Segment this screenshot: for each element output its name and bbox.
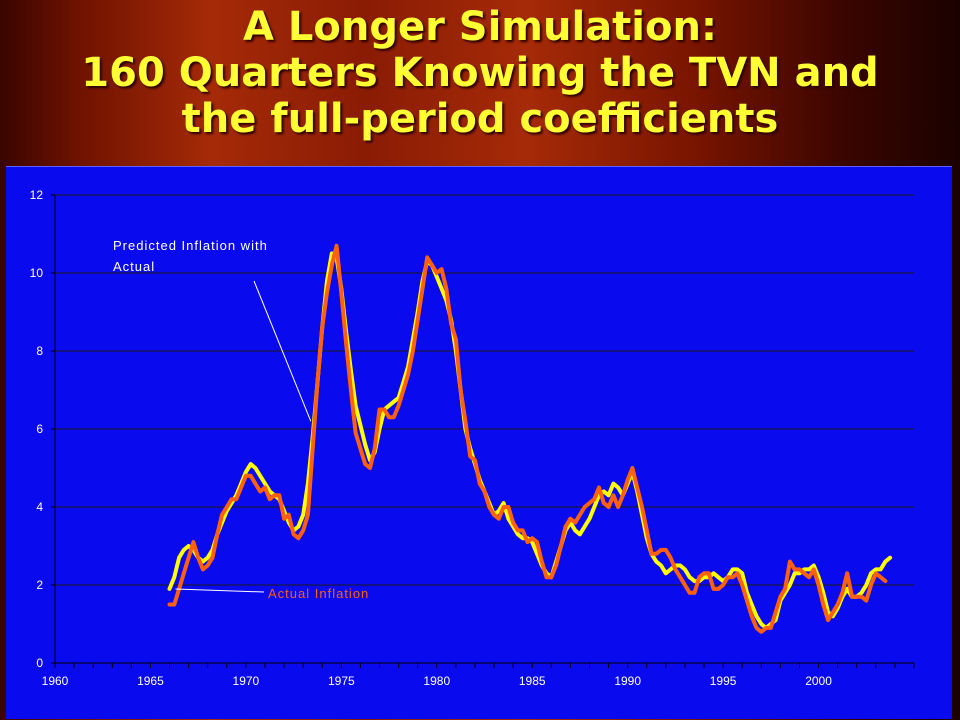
series-line-predicted — [167, 251, 893, 630]
y-axis-ticks: 0 2 4 6 8 10 12 — [30, 188, 55, 670]
predicted-annotation-label: Predicted Inflation with Actual — [113, 238, 268, 274]
predicted-annotation-leader — [253, 280, 312, 422]
x-tick-label: 1970 — [233, 674, 260, 688]
x-tick-label: 1985 — [519, 674, 546, 688]
y-tick-label: 8 — [36, 344, 43, 358]
x-tick-label: 1975 — [328, 674, 355, 688]
chart-annotations: Predicted Inflation with Actual Actual Inf… — [113, 238, 369, 601]
actual-annotation-leader — [175, 588, 265, 593]
slide-title: A Longer Simulation: 160 Quarters Knowin… — [0, 4, 960, 142]
y-tick-label: 10 — [30, 266, 44, 280]
y-tick-label: 4 — [36, 500, 43, 514]
inflation-line-chart: 1960 1965 1970 1975 1980 1985 1990 1995 2000 0 2 4… — [30, 188, 915, 688]
actual-annotation-label: Actual Inflation — [268, 586, 369, 601]
x-axis-ticks: 1960 1965 1970 1975 1980 1985 1990 1995 2000 — [42, 663, 915, 688]
chart-gridlines — [55, 194, 914, 586]
x-tick-label: 1965 — [137, 674, 164, 688]
slide-title-line-2: 160 Quarters Knowing the TVN and — [81, 50, 879, 96]
chart-panel: 1960 1965 1970 1975 1980 1985 1990 1995 2000 0 2 4… — [6, 166, 952, 719]
x-tick-label: 2000 — [805, 674, 832, 688]
y-tick-label: 6 — [36, 422, 43, 436]
x-tick-label: 1960 — [42, 674, 69, 688]
x-tick-label: 1980 — [423, 674, 450, 688]
y-tick-label: 2 — [36, 578, 43, 592]
slide-title-line-1: A Longer Simulation: — [243, 4, 717, 50]
series-line-actual — [167, 243, 888, 634]
chart-series — [167, 243, 893, 634]
x-tick-label: 1995 — [710, 674, 737, 688]
y-tick-label: 12 — [30, 188, 44, 202]
y-tick-label: 0 — [36, 656, 43, 670]
slide-title-line-3: the full-period coefficients — [181, 96, 779, 142]
x-tick-label: 1990 — [614, 674, 641, 688]
